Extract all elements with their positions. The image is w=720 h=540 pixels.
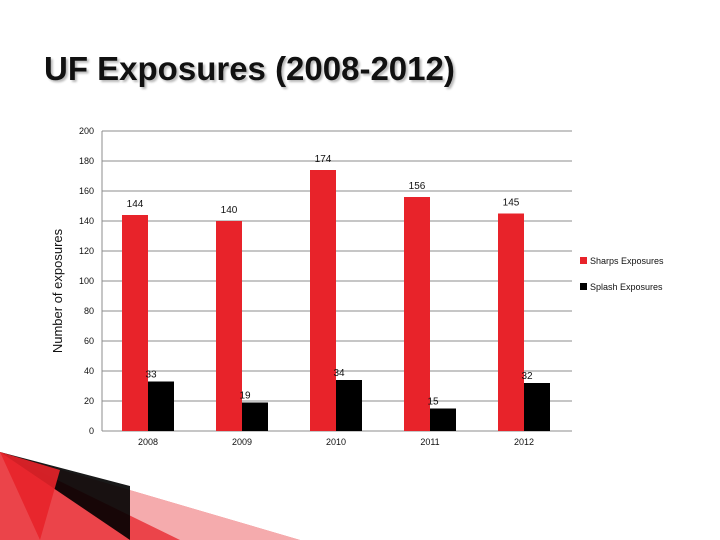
legend-swatch (580, 283, 587, 290)
y-tick-label: 180 (79, 156, 94, 166)
sharps-bar (498, 213, 524, 431)
x-tick-label: 2012 (514, 437, 534, 447)
sharps-data-label: 144 (127, 199, 144, 210)
splash-bar (524, 383, 550, 431)
splash-data-label: 19 (239, 391, 251, 402)
x-tick-label: 2010 (326, 437, 346, 447)
y-tick-label: 80 (84, 306, 94, 316)
sharps-data-label: 156 (409, 181, 426, 192)
sharps-bar (122, 215, 148, 431)
y-tick-label: 20 (84, 396, 94, 406)
splash-bar (336, 380, 362, 431)
sharps-bar (216, 221, 242, 431)
splash-data-label: 15 (427, 397, 439, 408)
x-tick-label: 2008 (138, 437, 158, 447)
splash-bar (242, 402, 268, 431)
y-tick-label: 140 (79, 216, 94, 226)
legend-swatch (580, 257, 587, 264)
splash-data-label: 33 (145, 370, 157, 381)
y-tick-label: 120 (79, 246, 94, 256)
slide-title: UF Exposures (2008-2012) (44, 50, 455, 87)
y-axis-title: Number of exposures (50, 228, 65, 353)
splash-bar (148, 381, 174, 431)
x-tick-label: 2011 (420, 437, 439, 447)
y-tick-label: 0 (89, 426, 94, 436)
legend-label: Sharps Exposures (590, 256, 664, 266)
sharps-bar (310, 170, 336, 431)
y-tick-label: 60 (84, 336, 94, 346)
sharps-data-label: 174 (315, 154, 332, 165)
splash-data-label: 34 (333, 368, 345, 379)
legend-label: Splash Exposures (590, 282, 663, 292)
y-tick-label: 100 (79, 276, 94, 286)
splash-bar (430, 408, 456, 431)
sharps-data-label: 140 (221, 205, 238, 216)
y-tick-label: 40 (84, 366, 94, 376)
y-tick-label: 200 (79, 126, 94, 136)
sharps-data-label: 145 (503, 198, 520, 209)
sharps-bar (404, 197, 430, 431)
y-tick-label: 160 (79, 186, 94, 196)
splash-data-label: 32 (521, 371, 533, 382)
x-tick-label: 2009 (232, 437, 252, 447)
